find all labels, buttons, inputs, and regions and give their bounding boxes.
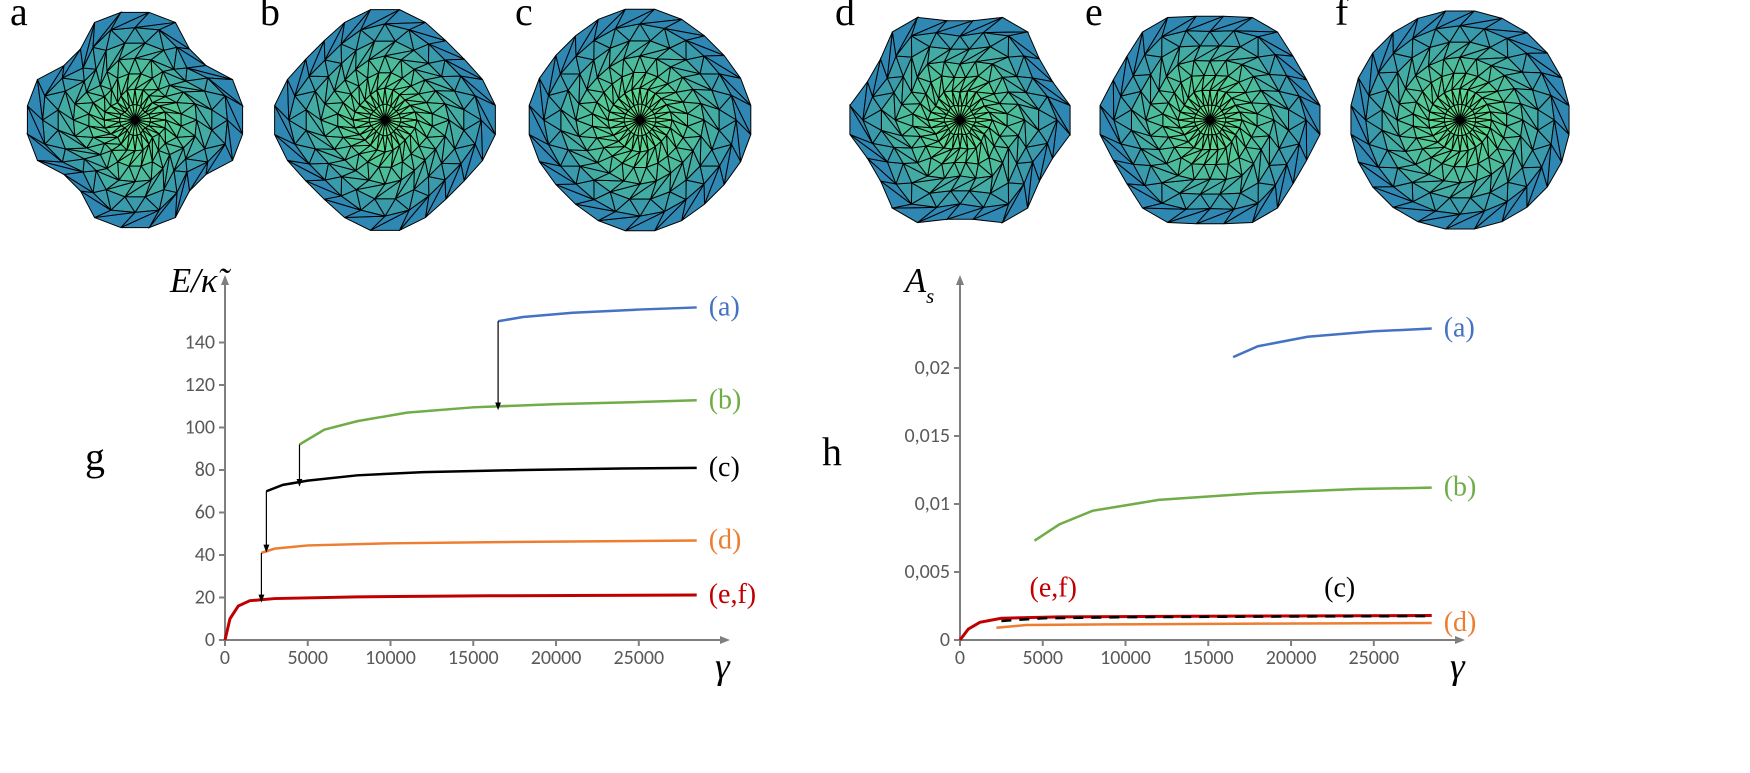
xtick: 0	[955, 646, 965, 670]
series-label-b: (b)	[1444, 472, 1477, 503]
xtick: 10000	[365, 646, 416, 670]
polyhedron-rounded_octahedron	[529, 9, 751, 231]
panel-label-h: h	[822, 429, 842, 474]
polyhedron-sphere	[1351, 11, 1569, 229]
panel-label-b: b	[260, 0, 280, 34]
series-c	[266, 468, 696, 491]
series-label-a: (a)	[1444, 313, 1475, 344]
xlabel: γ	[1450, 646, 1466, 687]
xtick: 20000	[1266, 646, 1317, 670]
ytick: 0,02	[915, 356, 950, 380]
xtick: 15000	[448, 646, 499, 670]
ytick: 20	[195, 586, 215, 610]
panel-label-f: f	[1335, 0, 1349, 34]
ylabel-h: As	[903, 262, 934, 308]
xtick: 5000	[1022, 646, 1063, 670]
ytick: 0,01	[915, 492, 950, 516]
series-label-b: (b)	[709, 384, 742, 415]
series-label-c: (c)	[709, 452, 740, 483]
series-label-ef: (e,f)	[1030, 572, 1077, 603]
polyhedron-cuboctahedron	[27, 12, 242, 227]
series-label-d: (d)	[709, 525, 742, 556]
ylabel-g: E/κ̃	[169, 262, 231, 300]
ytick: 140	[185, 331, 215, 355]
xtick: 5000	[287, 646, 328, 670]
ytick: 0	[940, 628, 950, 652]
polyhedron-rounded_cuboctahedron	[275, 10, 496, 231]
ytick: 120	[185, 373, 215, 397]
panel-label-d: d	[835, 0, 855, 34]
ytick: 80	[195, 458, 215, 482]
xtick: 25000	[1348, 646, 1399, 670]
series-ef	[225, 595, 697, 640]
series-label-ef: (e,f)	[709, 579, 756, 610]
ytick: 60	[195, 501, 215, 525]
xlabel: γ	[715, 646, 731, 687]
xtick: 0	[220, 646, 230, 670]
series-label-c: (c)	[1324, 572, 1355, 603]
polyhedron-hexagon_rounded	[850, 17, 1070, 222]
ytick: 100	[185, 416, 215, 440]
panel-label-e: e	[1085, 0, 1103, 34]
xtick: 10000	[1100, 646, 1151, 670]
panel-label-c: c	[515, 0, 533, 34]
ytick: 0,005	[904, 560, 950, 584]
panel-label-g: g	[85, 434, 105, 479]
series-a	[498, 307, 697, 321]
series-a	[1233, 329, 1432, 358]
series-label-a: (a)	[709, 291, 740, 322]
panel-label-a: a	[10, 0, 28, 34]
chart-g: E/κ̃ 0 5000 10000 15000 20000 25000 0 20 40 60 80 10…	[169, 262, 756, 687]
series-ef	[960, 616, 1432, 640]
series-d	[261, 541, 696, 553]
series-d	[996, 623, 1431, 628]
xtick: 15000	[1183, 646, 1234, 670]
series-label-d: (d)	[1444, 607, 1477, 638]
ytick: 0,015	[904, 424, 950, 448]
chart-h: As 0 5000 10000 15000 20000 25000 0 0,005 0,01 0,0…	[903, 262, 1476, 687]
series-b	[1034, 488, 1431, 541]
ytick: 40	[195, 543, 215, 567]
series-b	[299, 400, 696, 444]
xtick: 25000	[613, 646, 664, 670]
polyhedron-hexagon_soft	[1100, 16, 1320, 224]
xtick: 20000	[531, 646, 582, 670]
ytick: 0	[205, 628, 215, 652]
